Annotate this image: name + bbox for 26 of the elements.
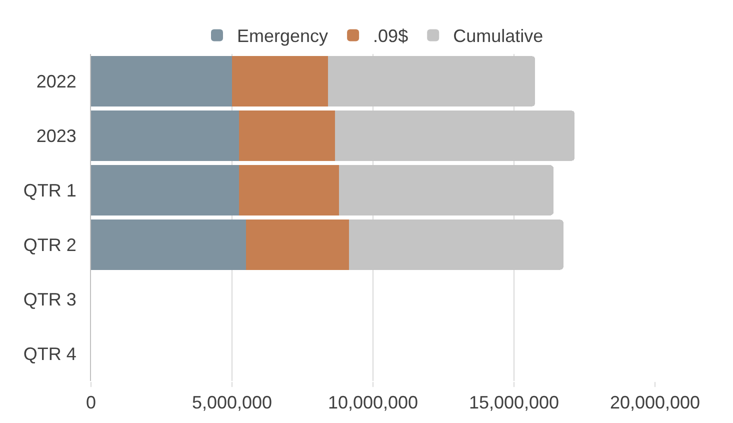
x-tick-label: 10,000,000	[328, 392, 418, 413]
bar	[246, 220, 350, 270]
bar	[239, 165, 340, 216]
bar	[328, 56, 536, 106]
bar	[239, 110, 335, 161]
y-tick-label: 2022	[36, 72, 76, 92]
x-tick-label: 20,000,000	[610, 392, 700, 413]
bar	[232, 56, 328, 106]
legend-label: Cumulative	[453, 26, 544, 46]
legend-label: .09$	[373, 26, 408, 46]
x-tick-label: 15,000,000	[468, 392, 560, 413]
bar	[91, 165, 240, 216]
bar	[91, 56, 232, 106]
bar	[349, 220, 564, 270]
y-tick-label: QTR 4	[23, 344, 76, 364]
bar	[339, 165, 554, 216]
bar	[91, 220, 246, 270]
bar	[91, 110, 240, 161]
bar	[334, 110, 575, 161]
y-tick-label: QTR 1	[23, 180, 76, 201]
y-tick-label: QTR 3	[23, 290, 76, 310]
x-tick-label: 5,000,000	[192, 392, 272, 413]
x-tick-label: 0	[86, 392, 96, 413]
y-tick-label: QTR 2	[23, 235, 76, 256]
legend-label: Emergency	[237, 26, 328, 46]
y-tick-label: 2023	[36, 126, 76, 146]
